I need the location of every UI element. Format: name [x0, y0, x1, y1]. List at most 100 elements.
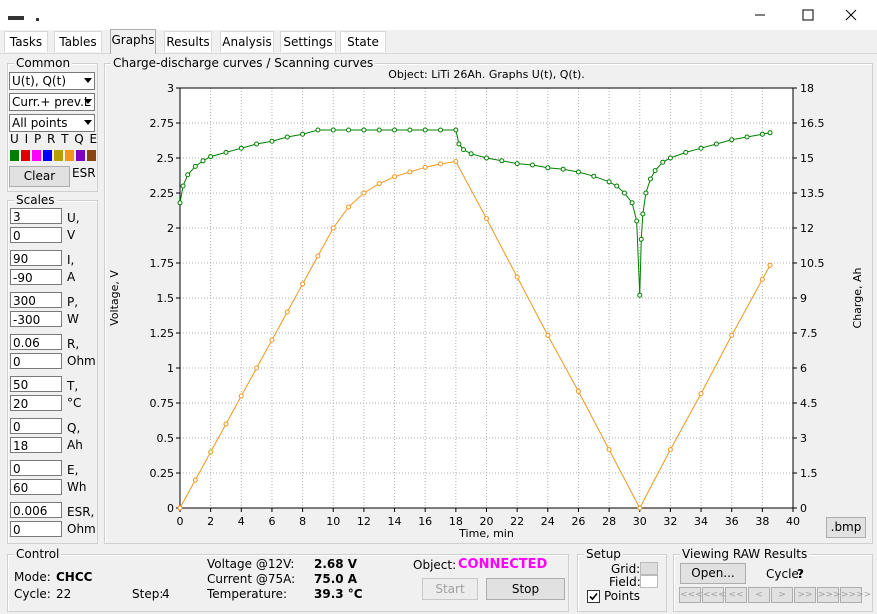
- bmp-button[interactable]: .bmp: [826, 517, 866, 538]
- window-controls[interactable]: [740, 0, 877, 30]
- voltage-value: 2.68 V: [314, 557, 358, 571]
- data-point: [361, 190, 367, 196]
- data-point: [484, 155, 489, 161]
- scale-min[interactable]: 18: [10, 437, 62, 453]
- color-swatch[interactable]: [76, 150, 85, 161]
- x-tick-label: 40: [786, 515, 800, 528]
- start-button[interactable]: Start: [422, 578, 478, 600]
- graph-group: Charge-discharge curves / Scanning curve…: [104, 56, 873, 544]
- data-point: [614, 183, 620, 189]
- data-point: [407, 127, 413, 133]
- nav-button[interactable]: >>>: [817, 587, 841, 603]
- color-swatch[interactable]: [43, 150, 52, 161]
- scales-group: Scales: [7, 193, 98, 544]
- stop-button[interactable]: Stop: [486, 578, 565, 600]
- title-bar: [0, 0, 877, 30]
- nav-button[interactable]: >: [771, 587, 793, 603]
- data-point: [606, 179, 612, 185]
- tab[interactable]: Tables: [54, 31, 102, 52]
- scale-max[interactable]: 300: [10, 292, 62, 308]
- scale-min[interactable]: -300: [10, 311, 62, 327]
- data-point: [637, 292, 643, 298]
- points-checkbox[interactable]: [587, 590, 600, 603]
- curves-select[interactable]: Curr.+ prev.L: [9, 93, 95, 111]
- tab[interactable]: Tasks: [4, 31, 48, 52]
- x-tick-label: 34: [694, 515, 708, 528]
- color-swatch[interactable]: [65, 150, 74, 161]
- nav-button[interactable]: <<: [725, 587, 747, 603]
- clear-button[interactable]: Clear: [9, 166, 70, 187]
- scale-min[interactable]: 0: [10, 353, 62, 369]
- nav-button[interactable]: >>>>: [840, 587, 871, 603]
- scale-min[interactable]: 0: [10, 521, 62, 537]
- tab[interactable]: Graphs: [110, 29, 156, 54]
- current-label: Current @75A:: [207, 572, 296, 586]
- y-tick-label: 1: [167, 362, 174, 375]
- data-point: [300, 281, 306, 287]
- x-tick-label: 24: [541, 515, 555, 528]
- scale-min[interactable]: 20: [10, 395, 62, 411]
- scale-min[interactable]: 60: [10, 479, 62, 495]
- data-point: [284, 134, 290, 140]
- x-tick-label: 28: [602, 515, 616, 528]
- field-color[interactable]: [640, 575, 658, 588]
- data-point: [514, 161, 520, 167]
- scale-name: E,: [67, 463, 79, 477]
- scale-max[interactable]: 0.06: [10, 334, 62, 350]
- scale-max[interactable]: 90: [10, 250, 62, 266]
- data-point: [180, 183, 186, 189]
- color-swatch[interactable]: [10, 150, 19, 161]
- data-point: [208, 154, 214, 160]
- color-swatch[interactable]: [21, 150, 30, 161]
- tab[interactable]: State: [340, 31, 386, 52]
- scale-max[interactable]: 0.006: [10, 502, 62, 518]
- color-swatch[interactable]: [87, 150, 96, 161]
- tab[interactable]: Results: [164, 31, 212, 52]
- points-select[interactable]: All points: [9, 114, 95, 132]
- y2-tick-label: 15: [800, 152, 814, 165]
- curve-letters: U I P R T Q E: [10, 132, 99, 146]
- x-tick-label: 8: [299, 515, 306, 528]
- data-point: [300, 131, 306, 137]
- data-point: [238, 145, 244, 151]
- field-label: Field:: [609, 575, 641, 589]
- color-swatch[interactable]: [32, 150, 41, 161]
- scale-max[interactable]: 0: [10, 460, 62, 476]
- scale-max[interactable]: 0: [10, 418, 62, 434]
- grid-color[interactable]: [640, 562, 658, 575]
- data-point: [269, 138, 275, 144]
- graph-select[interactable]: U(t), Q(t): [9, 72, 95, 90]
- data-point: [330, 225, 336, 231]
- y-axis-label: Voltage, V: [108, 270, 121, 326]
- nav-button[interactable]: <: [748, 587, 770, 603]
- scale-max[interactable]: 3: [10, 208, 62, 224]
- scale-min[interactable]: -90: [10, 269, 62, 285]
- data-point: [177, 200, 183, 206]
- mode-label: Mode:: [14, 570, 51, 584]
- y-tick-label: 3: [167, 82, 174, 95]
- y2-tick-label: 12: [800, 222, 814, 235]
- data-point: [514, 274, 520, 280]
- y2-tick-label: 7.5: [800, 327, 818, 340]
- nav-button[interactable]: <<<<: [679, 587, 710, 603]
- data-point: [392, 174, 398, 180]
- data-point: [208, 449, 214, 455]
- nav-button[interactable]: <<<: [702, 587, 726, 603]
- x-tick-label: 18: [449, 515, 463, 528]
- open-button[interactable]: Open...: [680, 563, 746, 584]
- color-swatch[interactable]: [54, 150, 63, 161]
- scale-name: Q,: [67, 421, 81, 435]
- cycle-label: Cycle:: [14, 587, 51, 601]
- raw-cycle-value: ?: [797, 567, 804, 581]
- y2-tick-label: 16.5: [800, 117, 825, 130]
- x-tick-label: 12: [357, 515, 371, 528]
- tab[interactable]: Analysis: [220, 31, 274, 52]
- scale-max[interactable]: 50: [10, 376, 62, 392]
- nav-button[interactable]: >>: [794, 587, 816, 603]
- y2-tick-label: 3: [800, 432, 807, 445]
- setup-group: Setup: [577, 547, 667, 612]
- scale-min[interactable]: 0: [10, 227, 62, 243]
- y2-tick-label: 4.5: [800, 397, 818, 410]
- data-point: [759, 131, 765, 137]
- tab[interactable]: Settings: [280, 31, 336, 52]
